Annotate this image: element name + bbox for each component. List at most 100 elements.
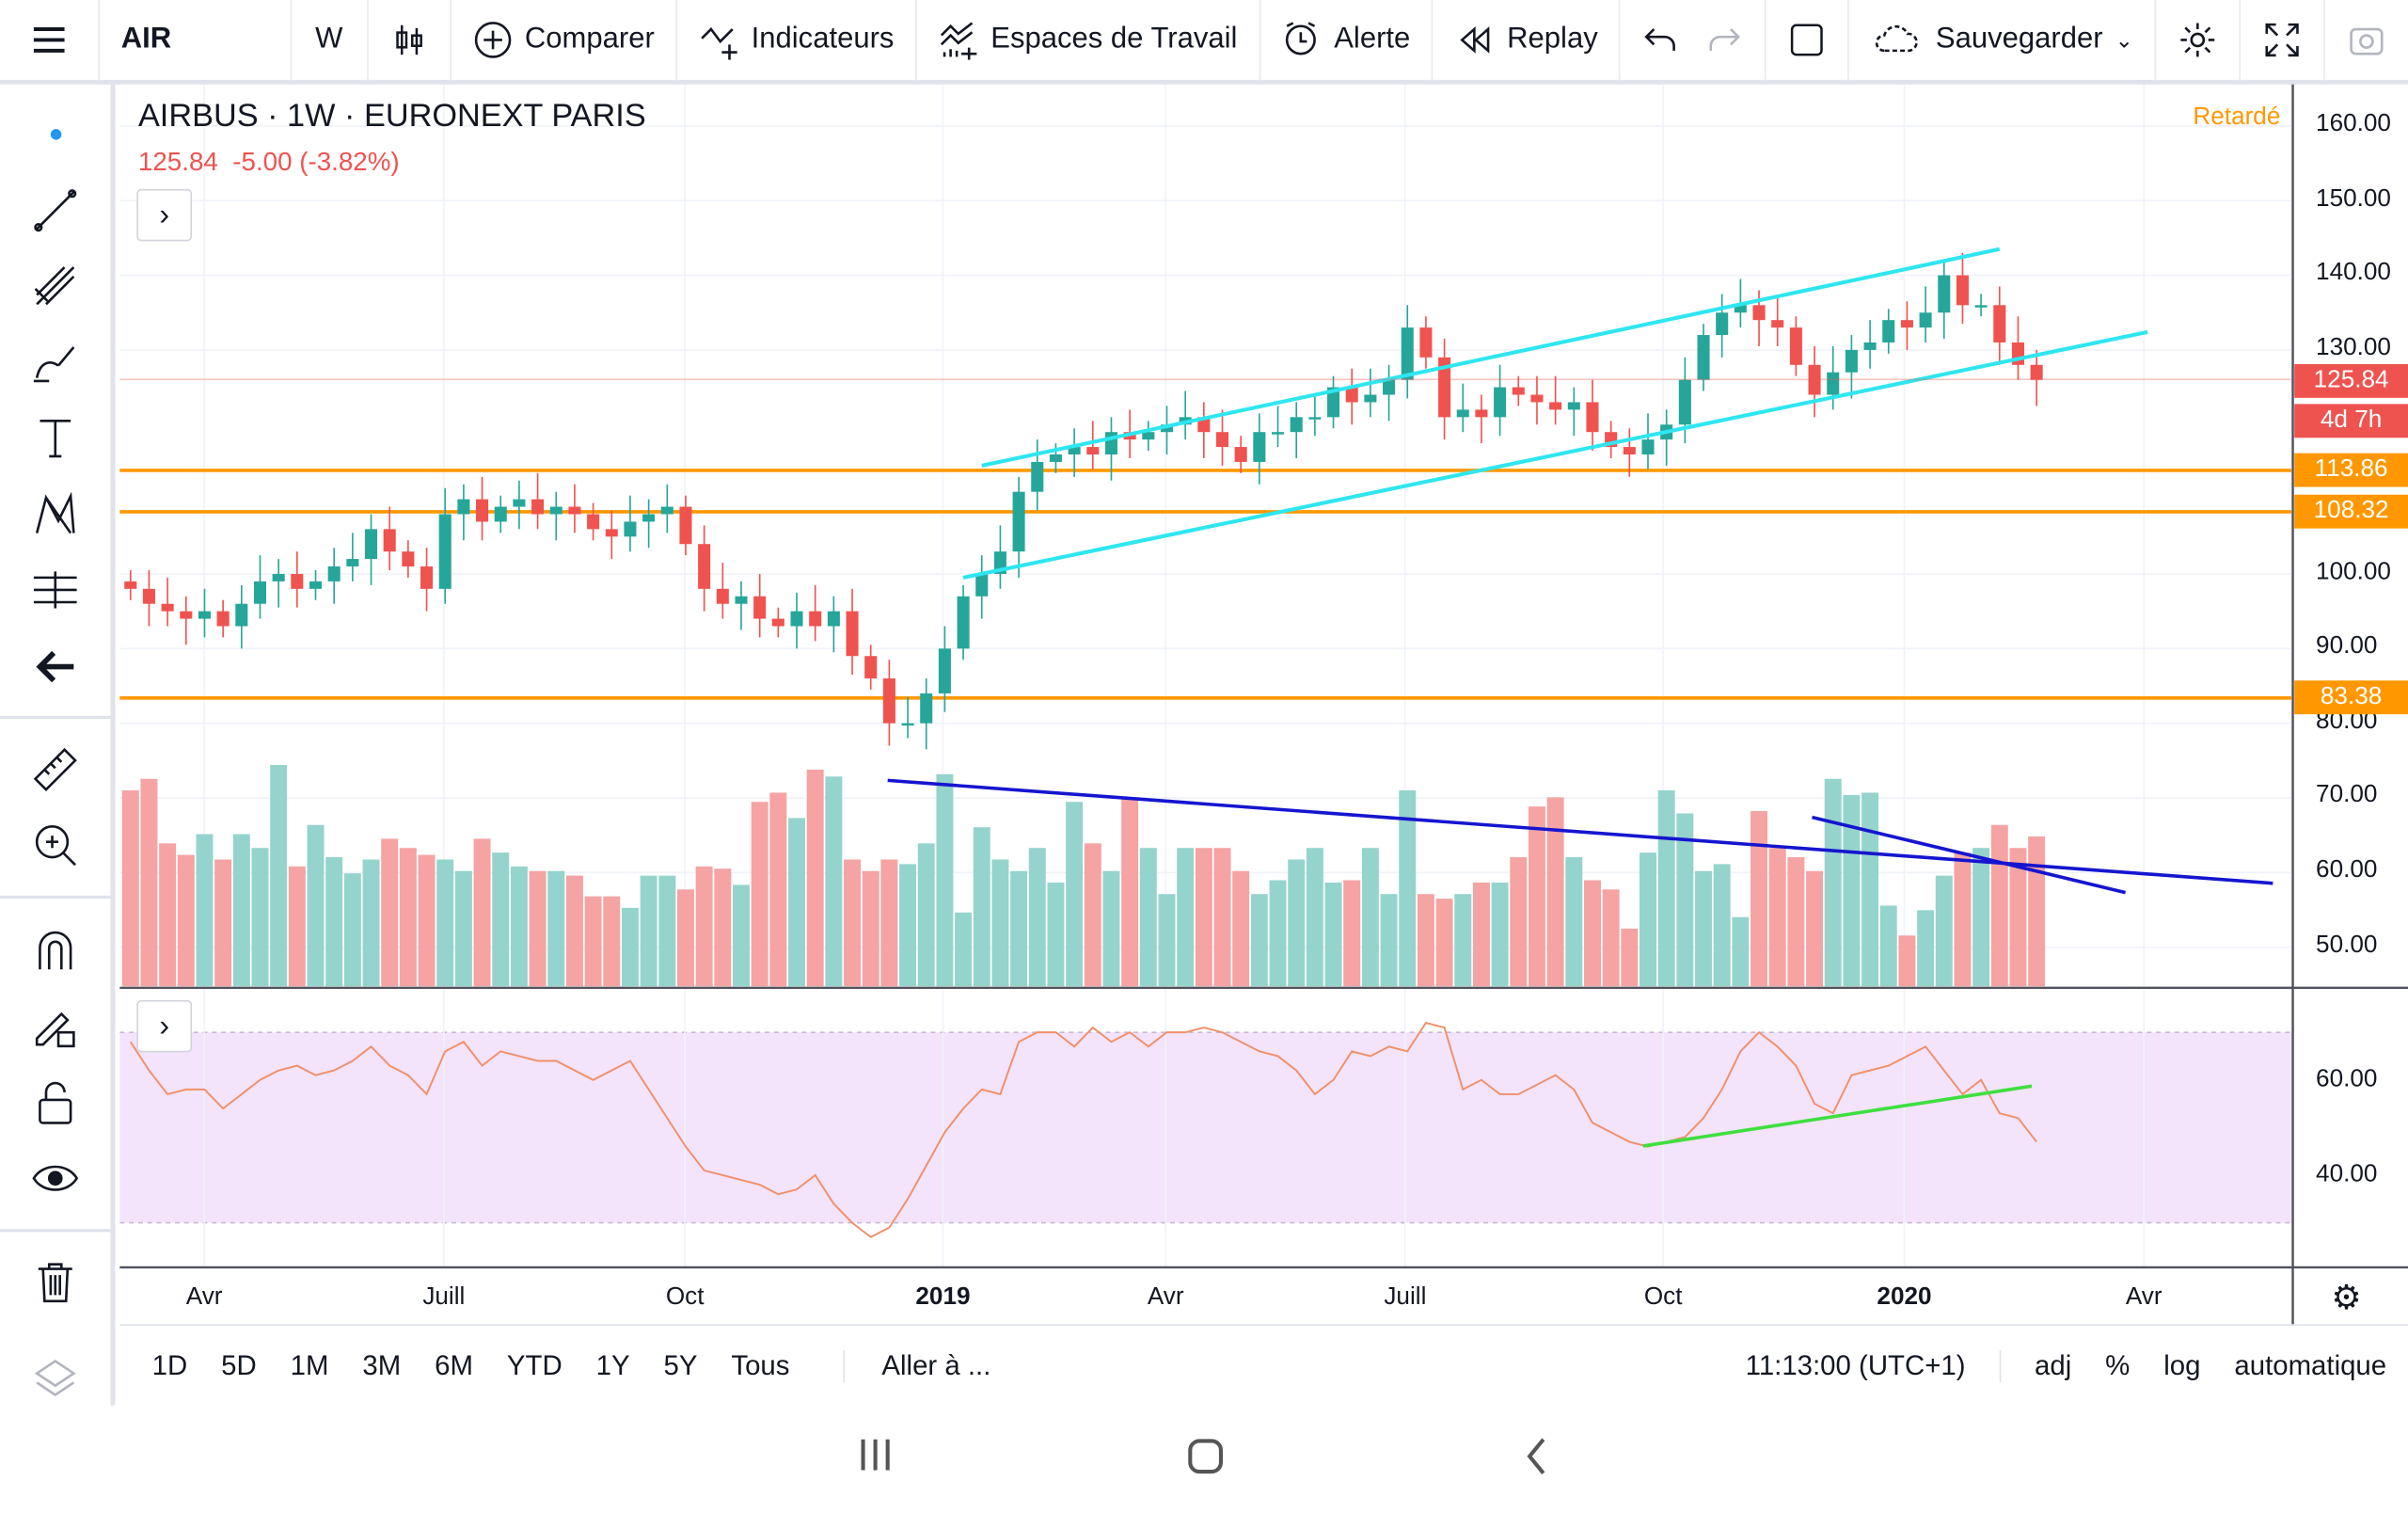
volume-bar: [1361, 848, 1379, 987]
auto-scale-toggle[interactable]: automatique: [2234, 1349, 2387, 1380]
candle-body: [1142, 432, 1155, 440]
volume-bar: [473, 838, 491, 987]
price-axis-label: 50.00: [2316, 932, 2378, 959]
crosshair-tool[interactable]: [27, 106, 83, 162]
text-tool[interactable]: [27, 410, 83, 466]
range-button-6m[interactable]: 6M: [435, 1349, 473, 1380]
rsi-trend-line[interactable]: [1642, 1084, 2033, 1148]
volume-bar: [1546, 797, 1564, 987]
recent-apps-icon[interactable]: [861, 1439, 890, 1471]
workspaces-button[interactable]: Espaces de Travail: [917, 0, 1260, 80]
range-button-5d[interactable]: 5D: [221, 1349, 257, 1380]
symbol-search-button[interactable]: AIR: [100, 0, 292, 80]
stay-drawing-tool[interactable]: [27, 998, 83, 1054]
range-button-tous[interactable]: Tous: [731, 1349, 790, 1380]
chart-legend-title: AIRBUS · 1W · EURONEXT PARIS: [137, 98, 646, 135]
volume-bar: [973, 827, 990, 987]
volume-bar: [343, 873, 361, 987]
volume-bar: [1158, 894, 1176, 987]
axis-settings-icon[interactable]: ⚙: [2331, 1278, 2362, 1317]
volume-bar: [603, 896, 621, 987]
range-button-ytd[interactable]: YTD: [506, 1349, 562, 1380]
pattern-icon: [35, 491, 75, 534]
range-button-1m[interactable]: 1M: [290, 1349, 329, 1380]
volume-bar: [121, 789, 139, 987]
eye-icon: [32, 1165, 79, 1191]
ruler-tool[interactable]: [27, 742, 83, 798]
zoom-tool[interactable]: [27, 818, 83, 873]
volume-bar: [991, 859, 1009, 987]
visibility-tool[interactable]: [27, 1151, 83, 1206]
volume-bar: [381, 838, 399, 987]
redo-icon[interactable]: [1703, 20, 1743, 59]
fib-tool[interactable]: [27, 258, 83, 313]
range-button-3m[interactable]: 3M: [362, 1349, 402, 1380]
candle-body: [438, 514, 452, 589]
menu-button[interactable]: [0, 0, 100, 80]
volume-bar: [1121, 797, 1139, 987]
magnet-tool[interactable]: [27, 923, 83, 979]
lock-tool[interactable]: [27, 1075, 83, 1131]
back-nav-icon[interactable]: [1527, 1438, 1545, 1475]
expand-icon: [2265, 23, 2299, 57]
back-button[interactable]: [27, 639, 83, 694]
chevron-down-icon[interactable]: ⌄: [2115, 26, 2133, 52]
volume-bar: [1806, 870, 1824, 987]
delete-tool[interactable]: [27, 1255, 83, 1311]
interval-button[interactable]: W: [292, 0, 369, 80]
candle-body: [457, 499, 470, 515]
volume-trend-line[interactable]: [1812, 815, 2127, 895]
pattern-tool[interactable]: [27, 487, 83, 543]
drawing-toolbar: [0, 84, 116, 1408]
range-button-5y[interactable]: 5Y: [663, 1349, 698, 1380]
adj-toggle[interactable]: adj: [2035, 1349, 2072, 1380]
save-button[interactable]: Sauvegarder ⌄: [1849, 0, 2157, 80]
range-button-1d[interactable]: 1D: [151, 1349, 188, 1380]
home-icon[interactable]: [1188, 1439, 1223, 1474]
chart-type-button[interactable]: [368, 0, 452, 80]
indicators-button[interactable]: Indicateurs: [677, 0, 917, 80]
percent-toggle[interactable]: %: [2105, 1349, 2131, 1380]
candle-body: [1215, 432, 1229, 448]
candle-body: [1086, 447, 1100, 455]
volume-bar: [547, 870, 565, 987]
candle-body: [1494, 387, 1507, 418]
volume-bar: [1787, 857, 1805, 987]
expand-button[interactable]: [2241, 0, 2325, 80]
volume-trend-line[interactable]: [887, 778, 2273, 885]
goto-date-button[interactable]: Aller à ...: [843, 1349, 990, 1382]
range-buttons: 1D 5D 1M 3M 6M YTD 1Y 5Y Tous: [119, 1349, 806, 1381]
fullscreen-mode-button[interactable]: [1766, 0, 1850, 80]
volume-bar: [1972, 848, 1990, 987]
top-toolbar: AIR W Comparer Indicateurs Espaces de Tr…: [0, 0, 2408, 85]
volume-bar: [1751, 811, 1768, 987]
indicators-icon: [701, 27, 737, 60]
prediction-tool[interactable]: [27, 563, 83, 618]
brush-icon: [33, 346, 75, 383]
volume-bar: [418, 854, 436, 987]
settings-button[interactable]: [2156, 0, 2242, 80]
rsi-legend-expand-button[interactable]: ›: [136, 999, 193, 1053]
range-button-1y[interactable]: 1Y: [595, 1349, 630, 1380]
object-tree-tool[interactable]: [27, 1352, 83, 1408]
candle-body: [142, 588, 155, 604]
volume-bar: [1084, 843, 1101, 987]
candle-body: [846, 611, 859, 657]
alert-button[interactable]: Alerte: [1260, 0, 1434, 80]
volume-bar: [1565, 857, 1583, 987]
trend-line-tool[interactable]: [27, 183, 83, 238]
undo-icon[interactable]: [1642, 20, 1682, 59]
volume-bar: [1602, 889, 1620, 987]
legend-expand-button[interactable]: ›: [136, 188, 193, 242]
candle-body: [1530, 394, 1544, 403]
volume-bar: [862, 870, 879, 987]
volume-bar: [1528, 806, 1545, 987]
replay-button[interactable]: Replay: [1434, 0, 1622, 80]
timezone-clock[interactable]: 11:13:00 (UTC+1): [1746, 1349, 2002, 1382]
brush-tool[interactable]: [27, 335, 83, 390]
compare-button[interactable]: Comparer: [452, 0, 678, 80]
log-toggle[interactable]: log: [2163, 1349, 2201, 1380]
volume-bar: [769, 792, 787, 987]
snapshot-button[interactable]: [2325, 0, 2408, 80]
